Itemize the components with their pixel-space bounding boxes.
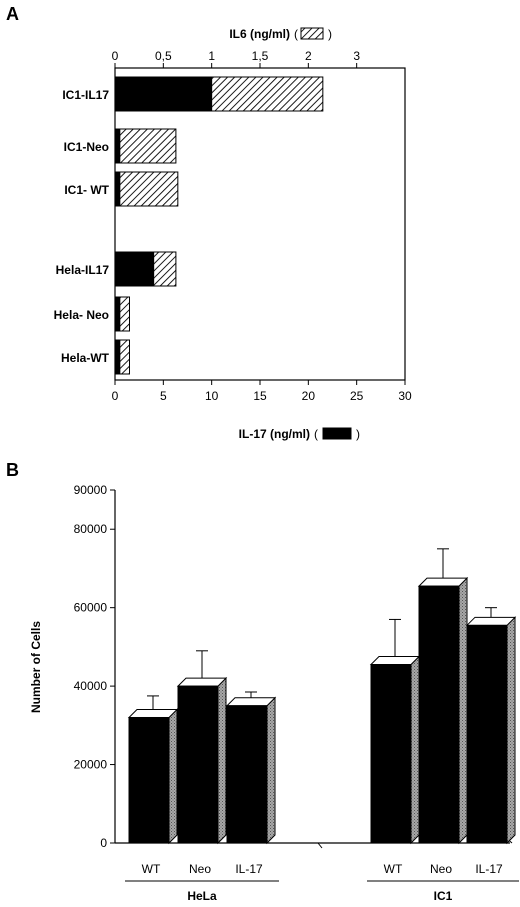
- y-tick-label-3: 60000: [74, 601, 108, 615]
- top-tick-label-2: 1: [208, 49, 215, 63]
- bar-il17-hela-il17: [114, 251, 155, 287]
- legend-paren-close-il6: ): [328, 27, 332, 41]
- bar-side-hela-neo: [217, 676, 227, 845]
- bar-ic1-wt: [370, 664, 412, 844]
- bottom-tick-label-1: 5: [160, 389, 167, 403]
- panel-a-label: A: [6, 4, 19, 24]
- bar-side-ic1-wt: [410, 655, 420, 845]
- category-label-hela-il17: Hela-IL17: [56, 263, 110, 277]
- bar-top-hela-neo: [176, 677, 228, 687]
- legend-swatch-il6: [300, 27, 324, 40]
- y-tick-label-0: 0: [100, 836, 107, 850]
- top-tick-label-4: 2: [305, 49, 312, 63]
- bar-side-hela-wt: [168, 708, 178, 845]
- bar-top-hela-wt: [127, 708, 179, 718]
- y-axis-label: Number of Cells: [29, 621, 43, 713]
- category-label-hela-wt: WT: [142, 862, 161, 876]
- bottom-tick-label-5: 25: [350, 389, 364, 403]
- bar-ic1-neo: [418, 585, 460, 844]
- category-label-ic1-wt: WT: [384, 862, 403, 876]
- category-label-ic1-neo: Neo: [430, 862, 452, 876]
- x-axis-break-mark: [317, 842, 323, 849]
- category-label-ic1-il-17: IL-17: [475, 862, 503, 876]
- legend-paren-close-il17: ): [356, 427, 360, 441]
- top-tick-label-5: 3: [353, 49, 360, 63]
- bar-il6-hela-wt: [119, 339, 131, 375]
- bar-il17-ic1-neo: [114, 128, 121, 164]
- category-label-hela-neo: Neo: [189, 862, 211, 876]
- bottom-tick-label-6: 30: [398, 389, 412, 403]
- bottom-tick-label-4: 20: [302, 389, 316, 403]
- bar-side-ic1-il-17: [506, 616, 516, 845]
- bar-hela-wt: [128, 716, 170, 844]
- legend-swatch-il17: [322, 427, 352, 440]
- y-tick-label-2: 40000: [74, 679, 108, 693]
- legend-paren-open-il17: (: [314, 427, 318, 441]
- bar-il17-hela-wt: [114, 339, 121, 375]
- category-label-hela-wt: Hela-WT: [61, 351, 110, 365]
- y-tick-label-4: 80000: [74, 522, 108, 536]
- category-label-hela-neo: Hela- Neo: [54, 308, 109, 322]
- bar-top-ic1-wt: [369, 656, 421, 666]
- bar-il17-ic1-il17: [114, 76, 213, 112]
- bar-top-ic1-il-17: [465, 616, 517, 626]
- top-tick-label-3: 1,5: [252, 49, 269, 63]
- category-label-ic1-il17: IC1-IL17: [62, 88, 109, 102]
- bar-side-hela-il-17: [266, 696, 276, 845]
- bottom-tick-label-2: 10: [205, 389, 219, 403]
- bottom-axis-label: IL-17 (ng/ml): [239, 427, 310, 441]
- bar-il6-hela-il17: [153, 251, 177, 287]
- top-axis-label: IL6 (ng/ml): [229, 27, 290, 41]
- top-tick-label-0: 0: [112, 49, 119, 63]
- bar-il17-hela-neo: [114, 296, 121, 332]
- category-label-ic1-neo: IC1-Neo: [64, 140, 109, 154]
- category-label-hela-il-17: IL-17: [235, 862, 263, 876]
- bottom-tick-label-0: 0: [112, 389, 119, 403]
- bar-ic1-il-17: [466, 624, 508, 844]
- bar-top-ic1-neo: [417, 577, 469, 587]
- top-tick-label-1: 0,5: [155, 49, 172, 63]
- bar-il6-ic1-il17: [211, 76, 324, 112]
- bar-il6-ic1-wt: [119, 171, 179, 207]
- plot-frame-a: [114, 67, 406, 381]
- panel-b-label: B: [6, 460, 19, 480]
- bar-il17-ic1-wt: [114, 171, 121, 207]
- bar-il6-ic1-neo: [119, 128, 177, 164]
- group-label-hela: HeLa: [187, 889, 217, 903]
- y-tick-label-1: 20000: [74, 758, 108, 772]
- bar-top-hela-il-17: [225, 697, 277, 707]
- bar-hela-il-17: [226, 705, 268, 844]
- legend-paren-open-il6: (: [294, 27, 298, 41]
- bottom-tick-label-3: 15: [253, 389, 267, 403]
- group-label-ic1: IC1: [434, 889, 453, 903]
- bar-side-ic1-neo: [458, 576, 468, 845]
- chart-b: 0 20000 40000 60000 80000 90000 Number of Cell…: [29, 483, 519, 903]
- y-tick-label-5: 90000: [74, 483, 108, 497]
- bar-hela-neo: [177, 685, 219, 844]
- category-label-ic1-wt: IC1- WT: [64, 183, 109, 197]
- bar-il6-hela-neo: [119, 296, 131, 332]
